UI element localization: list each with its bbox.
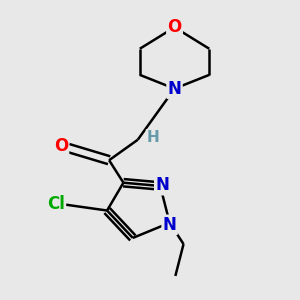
Text: N: N [155, 176, 169, 194]
Text: N: N [168, 80, 182, 98]
Text: Cl: Cl [47, 195, 65, 213]
Text: H: H [147, 130, 160, 145]
Text: O: O [167, 18, 182, 36]
Text: O: O [54, 137, 68, 155]
Text: N: N [163, 216, 177, 234]
